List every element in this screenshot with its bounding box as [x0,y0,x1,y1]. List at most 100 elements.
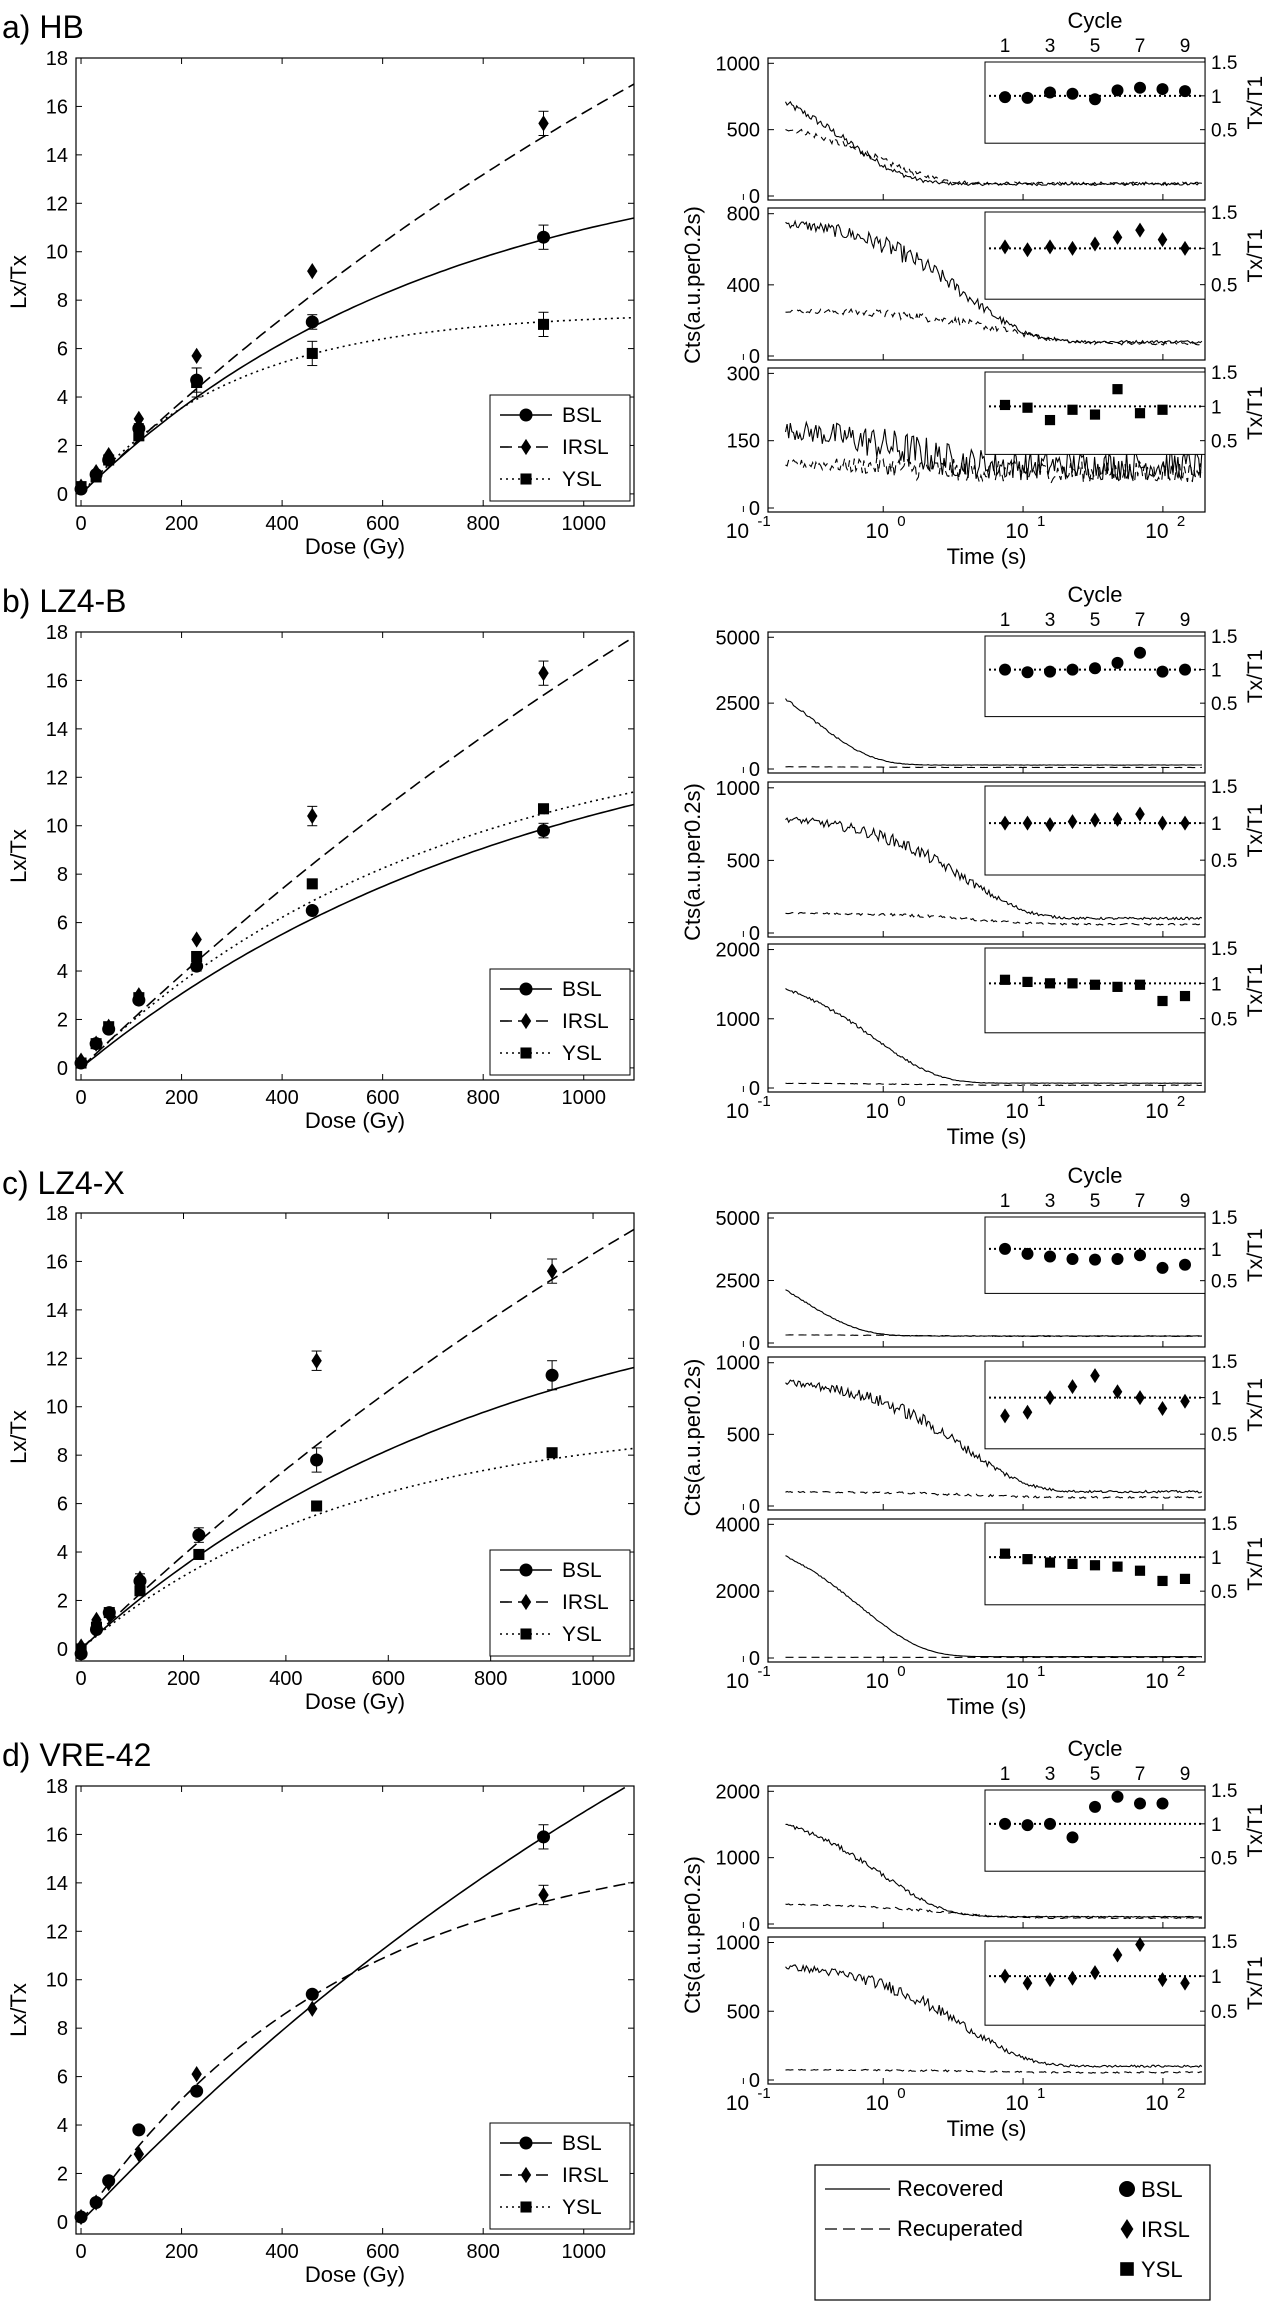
recuperated-curve [785,911,1202,926]
y-tick-label: 2 [57,1590,68,1612]
tx-t1-point [1067,240,1078,256]
tx-t1-point [1089,409,1101,420]
inset-title: Cycle [1067,1163,1122,1188]
legend-marker-ysl [520,1628,532,1640]
tx-t1-point [1135,806,1145,822]
data-point-irsl [307,2000,318,2017]
tx-t1-point [1000,239,1010,255]
recuperated-curve [785,1082,1202,1087]
x-tick-label: 1000 [561,1087,606,1109]
ratio-tick-label: 1 [1211,1389,1222,1410]
legend-label: BSL [1141,2177,1183,2202]
y-tick-label: 0 [749,923,760,945]
tx-t1-point [1134,1797,1146,1810]
cycle-tick-label: 7 [1135,1191,1146,1212]
data-point-bsl [190,959,204,973]
ratio-axis-label: Tx/T1 [1244,229,1267,283]
ratio-tick-label: 1.5 [1211,203,1237,224]
data-point-irsl [134,1570,146,1587]
data-point-irsl [307,262,318,280]
ratio-tick-label: 0.5 [1211,1425,1237,1446]
dose-axes-box [75,631,635,1081]
ratio-axis-label: Tx/T1 [1244,76,1267,130]
data-point-ysl [537,318,550,330]
tx-t1-point [1111,656,1124,669]
x-tick-label: 0 [75,513,86,535]
y-tick-label: 10 [46,816,68,838]
bottom-legend-box [814,2164,1211,2301]
tx-t1-point [999,91,1011,104]
panel-label: a) HB [2,9,84,45]
cycle-tick-label: 3 [1045,610,1056,631]
data-point-irsl [191,2066,202,2083]
tx-t1-point [1179,990,1191,1002]
tx-t1-point [1090,812,1100,828]
ratio-tick-label: 0.5 [1211,276,1237,297]
x-tick-label: 800 [474,1668,507,1690]
tx-t1-point [1112,229,1123,245]
data-point-irsl [75,2208,87,2226]
y-axis-label: Lx/Tx [6,1983,31,2037]
recuperated-curve [785,128,1203,186]
tx-t1-point [1135,1390,1145,1406]
data-point-ysl [133,430,145,442]
tx-t1-point [1090,236,1100,252]
tx-t1-point [1157,404,1168,415]
y-axis-label: Lx/Tx [6,829,31,883]
y-tick-label: 150 [727,431,760,453]
log-tick-label: 10 [1005,1670,1028,1693]
tx-t1-point [1111,84,1124,97]
log-tick-label: 10 [1005,1100,1028,1123]
data-point-bsl [545,1368,559,1382]
recuperated-curve [785,766,1202,769]
tx-t1-point [1111,1253,1124,1266]
data-point-ysl [133,992,145,1004]
legend-marker-bsl [1119,2181,1135,2197]
tx-t1-point [1134,81,1146,94]
ratio-tick-label: 0.5 [1211,432,1237,453]
log-tick-exponent: 1 [1037,2085,1045,2102]
legend-label: BSL [562,978,602,1001]
tx-t1-point [1000,1408,1010,1424]
y-axis-label: Cts(a.u.per0.2s) [680,1856,705,2014]
x-tick-label: 400 [265,2241,298,2263]
tx-t1-point [1000,1968,1010,1984]
ratio-tick-label: 0.5 [1211,1582,1237,1603]
data-point-ysl [75,1643,87,1655]
legend-marker-irsl [520,1593,532,1611]
cycle-tick-label: 9 [1180,610,1191,631]
fit-curve-irsl [80,636,635,1069]
tx-t1-point [1044,1250,1056,1263]
log-tick-label: 10 [866,520,889,543]
y-tick-label: 0 [749,1914,760,1936]
y-tick-label: 0 [749,186,760,208]
y-tick-label: 1000 [716,1933,761,1955]
recovered-curve [785,816,1203,921]
data-point-irsl [103,2175,114,2192]
ratio-tick-label: 1 [1211,1240,1222,1261]
tx-t1-point [1022,1404,1033,1420]
log-tick-label: 10 [1145,1670,1168,1693]
ratio-tick-label: 1.5 [1211,1514,1237,1535]
data-point-bsl [305,315,319,329]
x-tick-label: 400 [269,1668,302,1690]
y-tick-label: 6 [57,913,68,935]
dose-axes-box [75,1212,635,1662]
y-tick-label: 4 [57,1542,68,1564]
tx-t1-point [1112,1561,1123,1572]
tx-t1-point [1067,1558,1078,1569]
recuperated-curve [785,2068,1202,2074]
log-tick-exponent: 2 [1177,2085,1185,2102]
tx-t1-point [1066,663,1079,676]
tx-t1-point [1135,222,1145,238]
legend-label: Recovered [897,2176,1003,2201]
x-axis-label: Dose (Gy) [305,1689,405,1714]
y-tick-label: 6 [57,339,68,361]
x-tick-label: 600 [366,2241,399,2263]
inset-box [984,1940,1206,2026]
ratio-tick-label: 1 [1211,1967,1222,1988]
data-point-bsl [305,903,319,917]
y-tick-label: 500 [727,120,760,142]
x-tick-label: 200 [167,1668,200,1690]
tx-t1-point [1111,1790,1124,1803]
